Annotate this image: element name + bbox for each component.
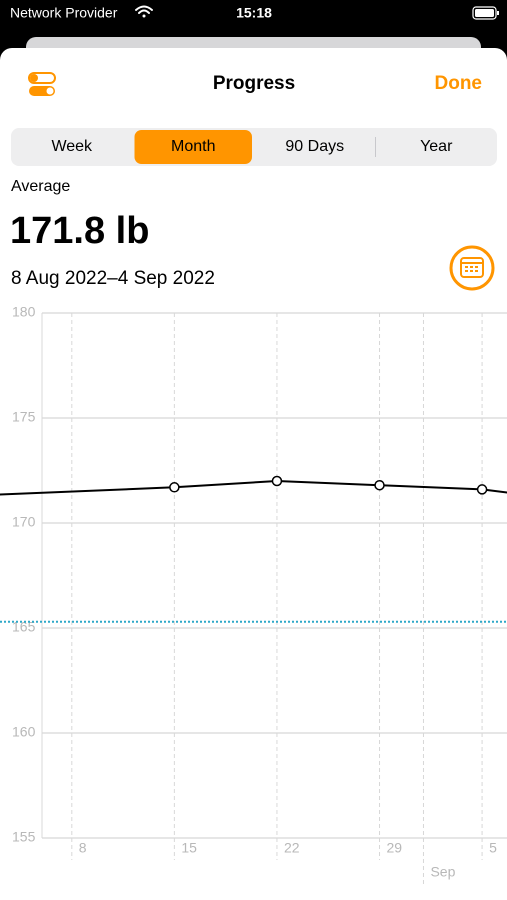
sheet (0, 48, 507, 900)
y-tick-label: 170 (12, 514, 36, 530)
wifi-icon (135, 5, 153, 18)
data-point (374, 479, 385, 491)
summary-label: Average (11, 178, 70, 195)
data-point (476, 484, 488, 495)
x-month-label: Sep (430, 864, 455, 880)
settings-toggle[interactable] (28, 72, 56, 96)
clock: 15:18 (236, 5, 272, 21)
y-tick-label: 155 (12, 829, 36, 845)
plot-area (0, 475, 507, 496)
y-tick-label: 165 (12, 619, 36, 635)
done-button[interactable]: Done (435, 73, 483, 94)
segment-option[interactable]: Year (420, 138, 453, 155)
calendar-button[interactable] (449, 245, 495, 291)
summary-value: 171.8 lb (10, 210, 149, 252)
segment-option[interactable]: Week (51, 138, 93, 155)
data-line (0, 479, 507, 496)
data-point (169, 482, 180, 493)
x-tick-label: 5 (489, 840, 497, 856)
battery-icon (472, 6, 499, 20)
x-tick-label: 15 (181, 840, 197, 856)
x-tick-label: 8 (79, 840, 87, 856)
carrier: Network Provider (10, 5, 118, 21)
y-tick-label: 180 (12, 304, 36, 320)
y-tick-label: 175 (12, 409, 36, 425)
data-point (271, 475, 283, 487)
nav-title: Progress (213, 73, 295, 94)
x-tick-label: 29 (387, 840, 403, 856)
chart: 155 160 165 170 175 180 8 15 22 29 5 Sep (0, 304, 507, 886)
segment-selected (134, 130, 252, 164)
segment-option[interactable]: 90 Days (285, 138, 344, 155)
segment-option[interactable]: Month (171, 138, 215, 155)
x-tick-label: 22 (284, 840, 300, 856)
y-tick-label: 160 (12, 724, 36, 740)
date-range: 8 Aug 2022–4 Sep 2022 (11, 268, 215, 289)
